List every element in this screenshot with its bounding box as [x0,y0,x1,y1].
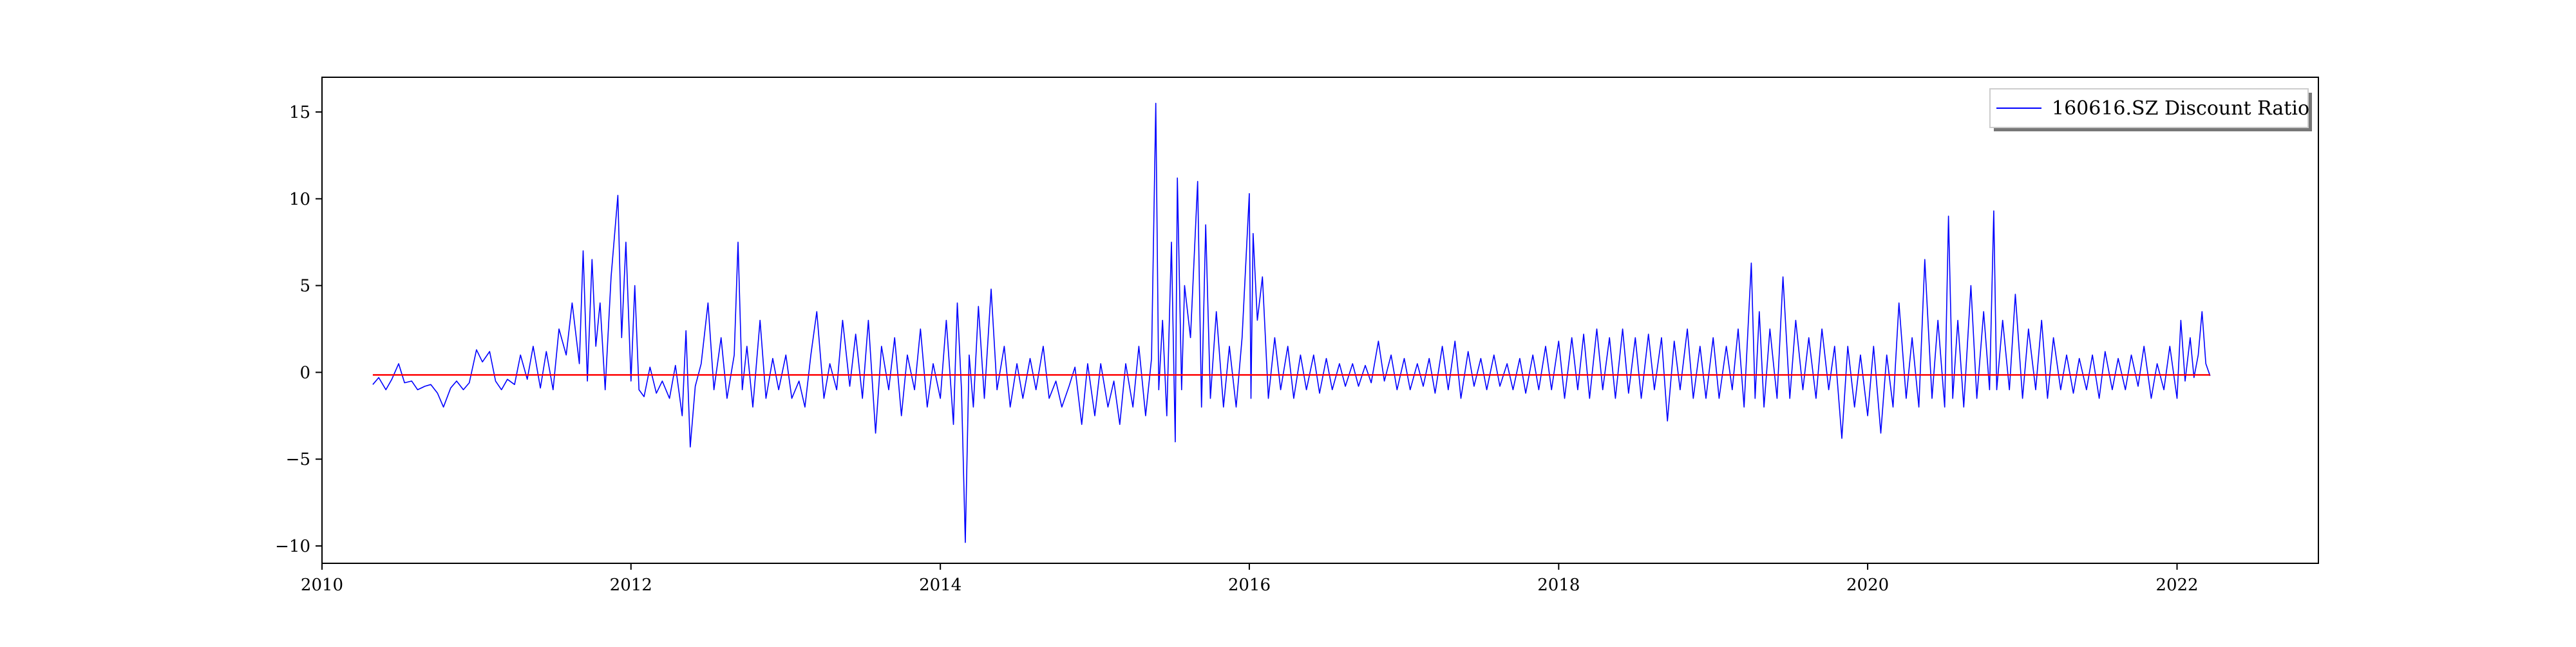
y-axis: −10 −5 0 5 10 15 [275,103,322,556]
y-tick-label: 0 [299,363,310,382]
y-tick-label: 10 [289,190,310,209]
plot-frame [321,77,2319,564]
legend-box [1989,88,2309,128]
y-tick-label: 5 [299,277,310,296]
x-axis: 2010 2012 2014 2016 2018 2020 2022 [301,563,2199,595]
y-tick-label: 15 [289,103,310,122]
x-tick-label: 2010 [301,576,343,595]
legend-entry-label: 160616.SZ Discount Ratio [2052,97,2309,120]
series-line-discount-ratio [372,102,2211,543]
x-tick-label: 2022 [2155,576,2198,595]
y-tick-label: −10 [275,537,310,556]
plot-area [372,102,2211,543]
x-tick-label: 2016 [1228,576,1271,595]
x-tick-label: 2014 [919,576,961,595]
x-tick-label: 2018 [1537,576,1580,595]
x-tick-label: 2012 [610,576,652,595]
x-tick-label: 2020 [1846,576,1889,595]
legend: 160616.SZ Discount Ratio [1989,88,2312,131]
y-tick-label: −5 [286,450,310,469]
